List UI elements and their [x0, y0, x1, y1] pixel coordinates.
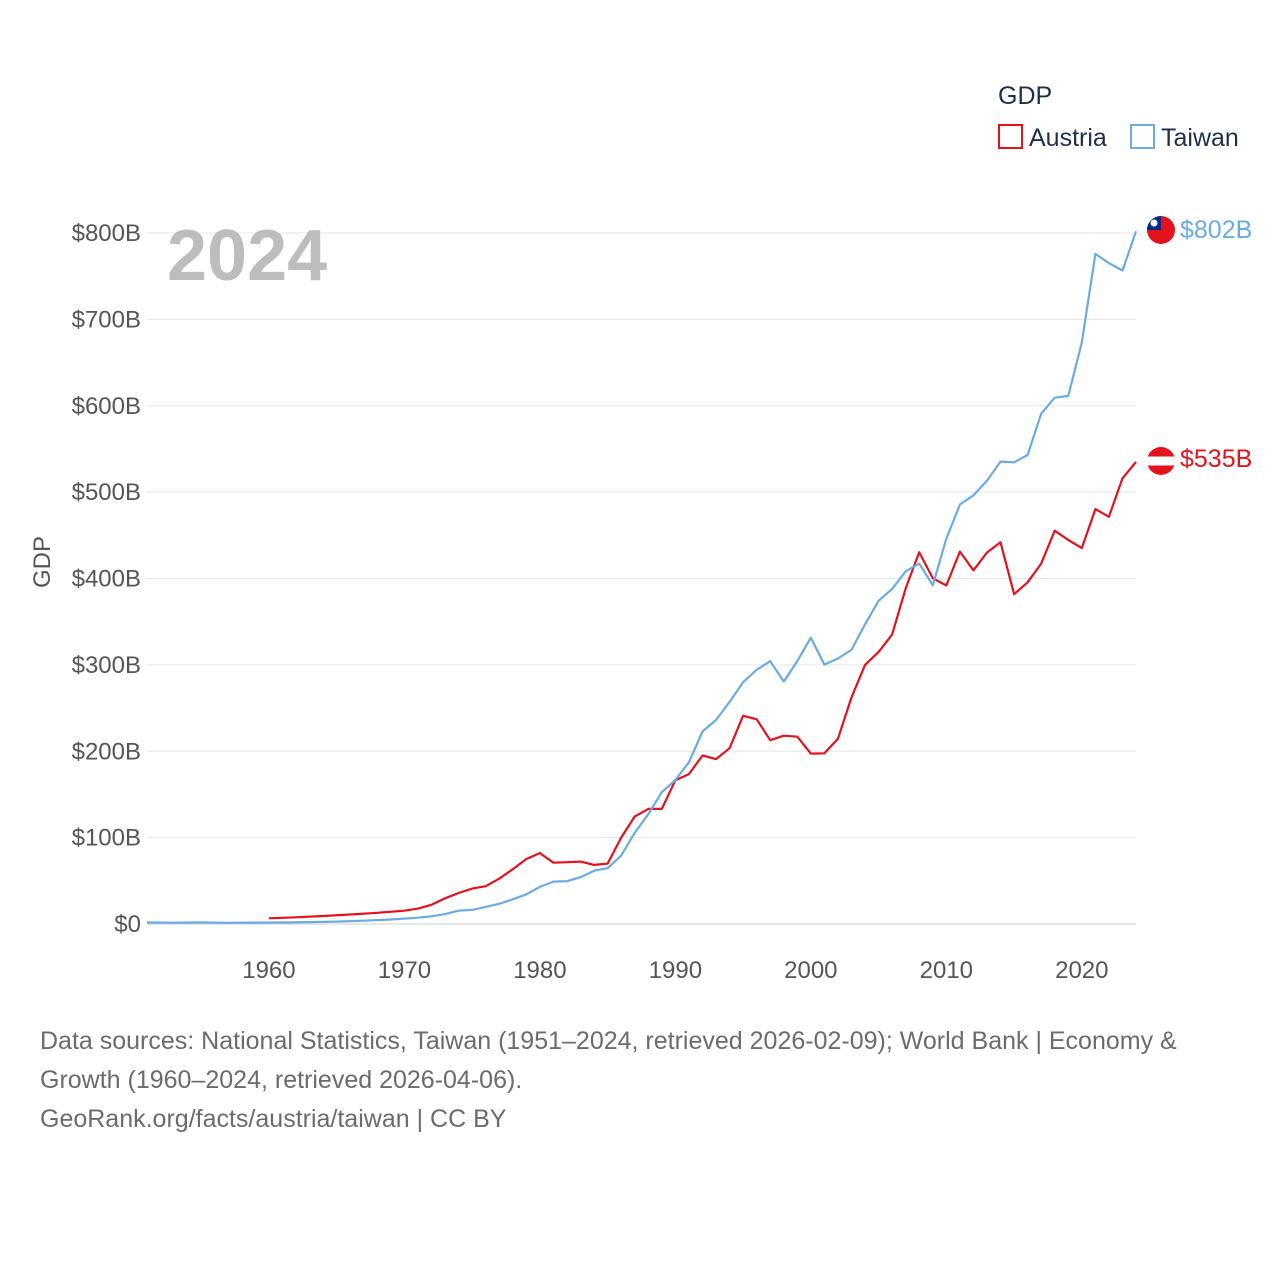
gdp-line-chart: $0 $100B $200B $300B $400B $500B $600B $700B $80… [29, 82, 1252, 984]
end-label-austria: $535B [1180, 445, 1252, 473]
y-tick-label: $400B [72, 566, 141, 593]
x-tick-label: 1980 [513, 957, 566, 984]
x-tick-label: 2010 [920, 957, 973, 984]
legend-label-austria: Austria [1029, 124, 1107, 152]
taiwan-flag-icon [1147, 216, 1175, 244]
y-axis-label: GDP [29, 536, 56, 588]
footer: Data sources: National Statistics, Taiwa… [40, 1022, 1240, 1139]
x-tick-label: 1990 [649, 957, 702, 984]
y-tick-label: $800B [72, 220, 141, 247]
attribution-text: GeoRank.org/facts/austria/taiwan | CC BY [40, 1105, 507, 1133]
y-tick-label: $500B [72, 479, 141, 506]
end-label-taiwan: $802B [1180, 216, 1252, 244]
x-tick-label: 1960 [242, 957, 295, 984]
legend-swatch-austria [998, 124, 1023, 149]
y-tick-label: $0 [114, 911, 141, 938]
data-sources-text: Data sources: National Statistics, Taiwa… [40, 1027, 1177, 1094]
x-tick-label: 1970 [378, 957, 431, 984]
y-axis-ticks: $0 $100B $200B $300B $400B $500B $600B $700B $80… [72, 220, 141, 938]
x-tick-label: 2000 [784, 957, 837, 984]
x-axis-ticks: 1960 1970 1980 1990 2000 2010 2020 [242, 957, 1108, 984]
legend: GDP Austria Taiwan [998, 82, 1239, 152]
y-tick-label: $100B [72, 825, 141, 852]
legend-label-taiwan: Taiwan [1161, 124, 1239, 152]
austria-flag-icon [1147, 447, 1175, 475]
y-tick-label: $300B [72, 652, 141, 679]
series-line-taiwan[interactable] [146, 230, 1138, 924]
legend-title: GDP [998, 82, 1052, 110]
year-label: 2024 [167, 216, 327, 296]
series-layer [146, 230, 1138, 924]
y-tick-label: $200B [72, 738, 141, 765]
legend-swatch-taiwan [1130, 124, 1155, 149]
y-tick-label: $700B [72, 306, 141, 333]
x-tick-label: 2020 [1055, 957, 1108, 984]
y-tick-label: $600B [72, 393, 141, 420]
legend-item-austria[interactable]: Austria [998, 124, 1107, 152]
gridlines [147, 232, 1136, 839]
series-line-austria[interactable] [268, 461, 1137, 920]
legend-item-taiwan[interactable]: Taiwan [1130, 124, 1239, 152]
